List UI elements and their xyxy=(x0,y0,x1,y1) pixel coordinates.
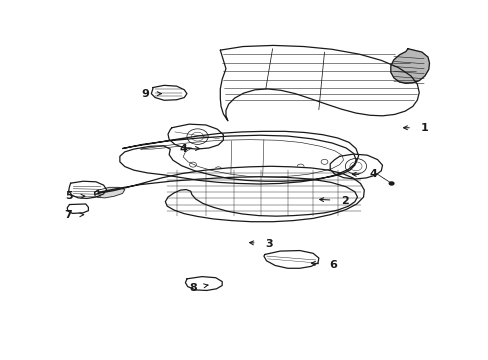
Text: 7: 7 xyxy=(64,210,72,220)
Polygon shape xyxy=(94,187,124,198)
Polygon shape xyxy=(151,85,186,100)
Polygon shape xyxy=(94,166,364,222)
Text: 9: 9 xyxy=(141,89,149,99)
Polygon shape xyxy=(67,204,88,213)
Polygon shape xyxy=(68,181,106,198)
Circle shape xyxy=(388,181,394,186)
Polygon shape xyxy=(264,251,318,268)
Polygon shape xyxy=(329,154,382,179)
Text: 8: 8 xyxy=(189,283,197,293)
Polygon shape xyxy=(220,45,418,121)
Polygon shape xyxy=(185,276,222,291)
Text: 4: 4 xyxy=(179,144,187,153)
Polygon shape xyxy=(390,49,428,84)
Text: 1: 1 xyxy=(420,123,427,133)
Text: 4: 4 xyxy=(369,169,377,179)
Text: 5: 5 xyxy=(65,191,72,201)
Polygon shape xyxy=(120,131,358,184)
Text: 3: 3 xyxy=(264,239,272,249)
Text: 6: 6 xyxy=(328,260,337,270)
Polygon shape xyxy=(168,124,223,149)
Text: 2: 2 xyxy=(340,195,348,206)
